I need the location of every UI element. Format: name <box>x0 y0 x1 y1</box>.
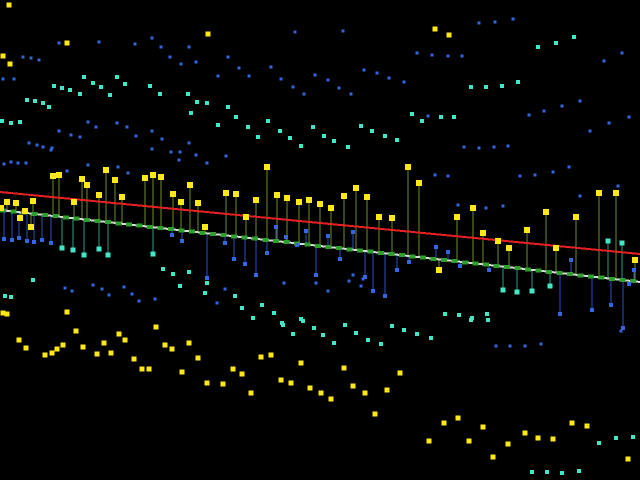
scatter-layer <box>0 2 635 475</box>
line-marker-layer <box>0 208 636 284</box>
stem-marker-layer <box>0 164 638 330</box>
